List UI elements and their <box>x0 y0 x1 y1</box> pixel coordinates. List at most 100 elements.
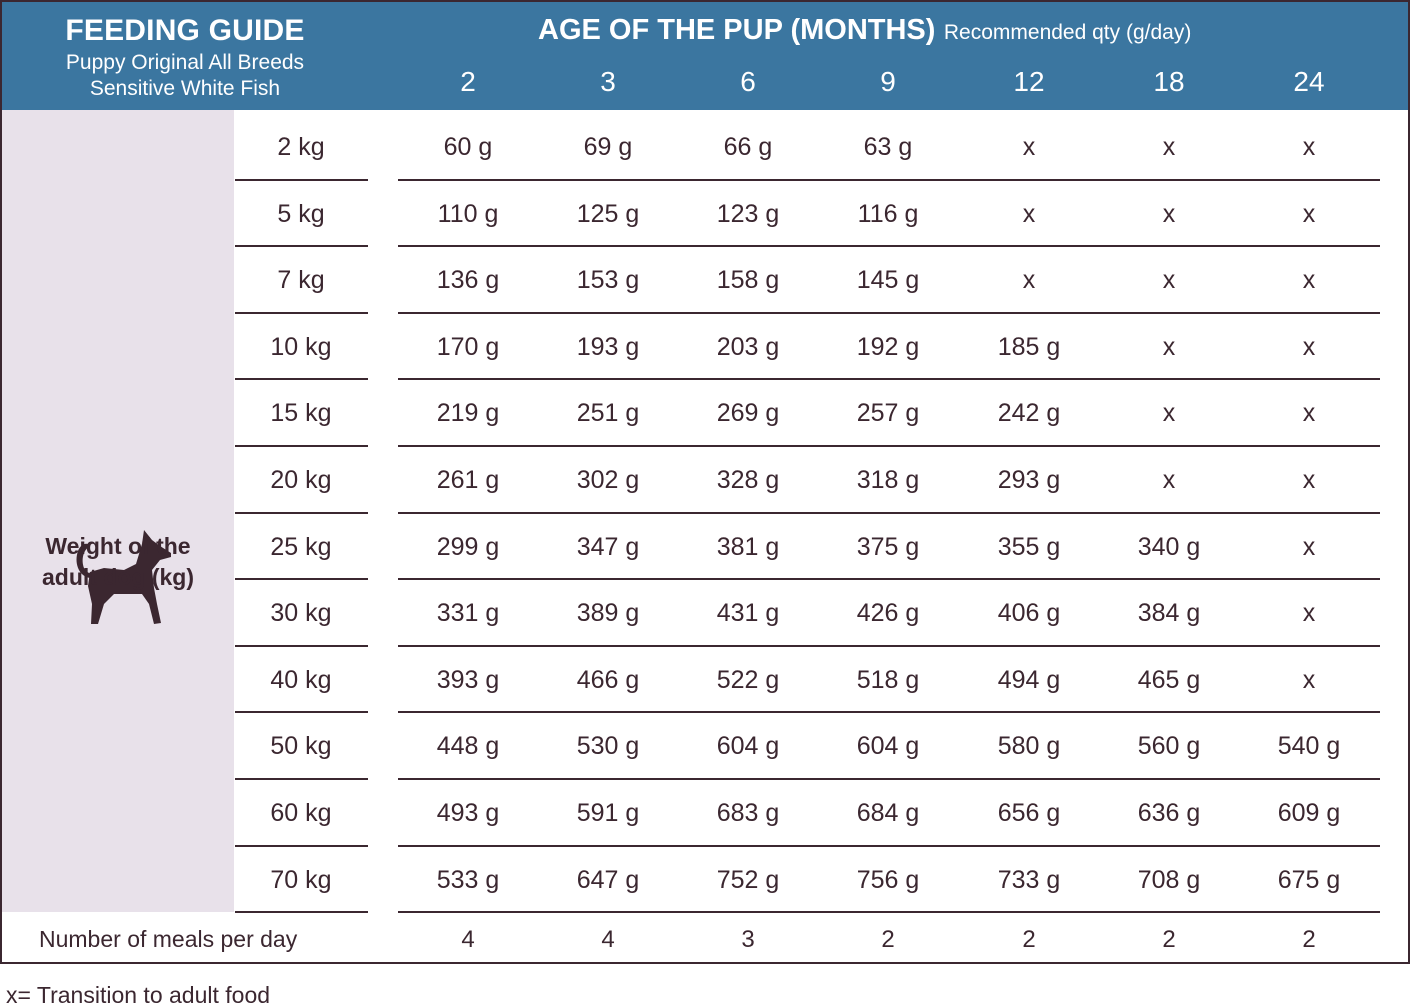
table-cell: x <box>1162 332 1176 361</box>
weight-axis-label-line1: Weight of the <box>45 533 191 559</box>
footnote: x= Transition to adult food <box>6 982 271 1007</box>
row-divider <box>235 778 368 780</box>
row-divider <box>398 845 1380 847</box>
table-cell: 733 g <box>997 865 1061 894</box>
meals-per-day-value: 2 <box>1302 926 1316 953</box>
table-cell: 647 g <box>576 865 640 894</box>
row-divider <box>398 312 1380 314</box>
table-cell: x <box>1162 466 1176 494</box>
meals-per-day-value: 3 <box>741 926 755 953</box>
table-cell: 393 g <box>436 665 500 694</box>
guide-title: FEEDING GUIDE <box>65 14 305 47</box>
table-cell: x <box>1302 133 1316 161</box>
table-cell: x <box>1302 599 1316 628</box>
table-cell: 530 g <box>576 732 640 761</box>
table-cell: 560 g <box>1137 732 1201 761</box>
table-cell: 302 g <box>576 466 640 494</box>
table-cell: 384 g <box>1137 599 1201 628</box>
product-name-line2: Sensitive White Fish <box>89 77 281 100</box>
row-divider <box>398 378 1380 380</box>
table-cell: 522 g <box>716 665 780 694</box>
table-cell: x <box>1302 199 1316 228</box>
table-cell: x <box>1302 532 1316 561</box>
row-divider <box>398 778 1380 780</box>
age-column-header: 2 <box>460 66 476 97</box>
table-cell: 261 g <box>436 466 500 494</box>
age-column-header: 18 <box>1153 66 1185 97</box>
row-divider <box>398 911 1380 913</box>
row-divider <box>398 578 1380 580</box>
meals-per-day-value: 4 <box>601 926 615 953</box>
product-name-line1: Puppy Original All Breeds <box>65 51 305 74</box>
table-cell: 66 g <box>723 133 773 161</box>
meals-per-day-value: 2 <box>1162 926 1176 953</box>
table-cell: x <box>1302 332 1316 361</box>
table-cell: 125 g <box>576 199 640 228</box>
age-column-header: 9 <box>880 66 896 97</box>
table-cell: x <box>1162 399 1176 428</box>
table-cell: 185 g <box>997 332 1061 361</box>
table-cell: 158 g <box>716 266 780 295</box>
table-cell: 708 g <box>1137 865 1201 894</box>
table-cell: 328 g <box>716 466 780 494</box>
weight-axis-label-line2: adult dog (kg) <box>41 564 195 590</box>
table-cell: 299 g <box>436 532 500 561</box>
table-cell: 389 g <box>576 599 640 628</box>
row-divider <box>235 512 368 514</box>
table-cell: 636 g <box>1137 799 1201 827</box>
table-cell: 331 g <box>436 599 500 628</box>
table-cell: x <box>1162 266 1176 295</box>
table-cell: 448 g <box>436 732 500 761</box>
weight-label: 60 kg <box>270 799 332 827</box>
row-divider <box>235 378 368 380</box>
age-title: AGE OF THE PUP (MONTHS) <box>538 14 936 46</box>
dog-icon <box>76 530 171 624</box>
table-cell: 63 g <box>863 133 913 161</box>
table-cell: 340 g <box>1137 532 1201 561</box>
weight-label: 2 kg <box>277 133 325 161</box>
row-divider <box>235 845 368 847</box>
table-cell: 656 g <box>997 799 1061 827</box>
table-cell: 269 g <box>716 399 780 428</box>
row-divider <box>398 445 1380 447</box>
table-cell: 318 g <box>856 466 920 494</box>
row-divider <box>235 245 368 247</box>
table-cell: 533 g <box>436 865 500 894</box>
table-cell: 347 g <box>576 532 640 561</box>
weight-label: 7 kg <box>277 266 325 295</box>
age-column-header: 3 <box>600 66 616 97</box>
table-cell: 193 g <box>576 332 640 361</box>
table-cell: 684 g <box>856 799 920 827</box>
weight-label: 25 kg <box>270 532 332 561</box>
table-cell: 494 g <box>997 665 1061 694</box>
meals-per-day-label: Number of meals per day <box>39 926 298 952</box>
table-cell: 145 g <box>856 266 920 295</box>
table-cell: 153 g <box>576 266 640 295</box>
age-subtitle: Recommended qty (g/day) <box>943 21 1192 44</box>
row-divider <box>398 645 1380 647</box>
age-heading: AGE OF THE PUP (MONTHS) Recommended qty … <box>538 14 1191 47</box>
row-divider <box>235 445 368 447</box>
row-divider <box>235 312 368 314</box>
table-cell: 466 g <box>576 665 640 694</box>
table-cell: 675 g <box>1277 865 1341 894</box>
table-cell: 110 g <box>437 199 499 228</box>
row-divider <box>398 711 1380 713</box>
table-cell: 604 g <box>856 732 920 761</box>
table-cell: 752 g <box>716 865 780 894</box>
weight-label: 50 kg <box>270 732 332 761</box>
row-divider <box>235 911 368 913</box>
weight-label: 5 kg <box>277 199 325 228</box>
table-cell: 381 g <box>716 532 780 561</box>
table-cell: 580 g <box>997 732 1061 761</box>
table-cell: 683 g <box>716 799 780 827</box>
weight-side-panel: Weight of the adult dog (kg) <box>2 110 234 912</box>
weight-label: 20 kg <box>270 466 332 494</box>
table-cell: x <box>1022 199 1036 228</box>
weight-label: 40 kg <box>270 665 332 694</box>
table-cell: x <box>1302 399 1316 428</box>
table-cell: 257 g <box>856 399 920 428</box>
row-divider <box>235 645 368 647</box>
row-divider <box>235 711 368 713</box>
table-cell: 69 g <box>583 133 633 161</box>
